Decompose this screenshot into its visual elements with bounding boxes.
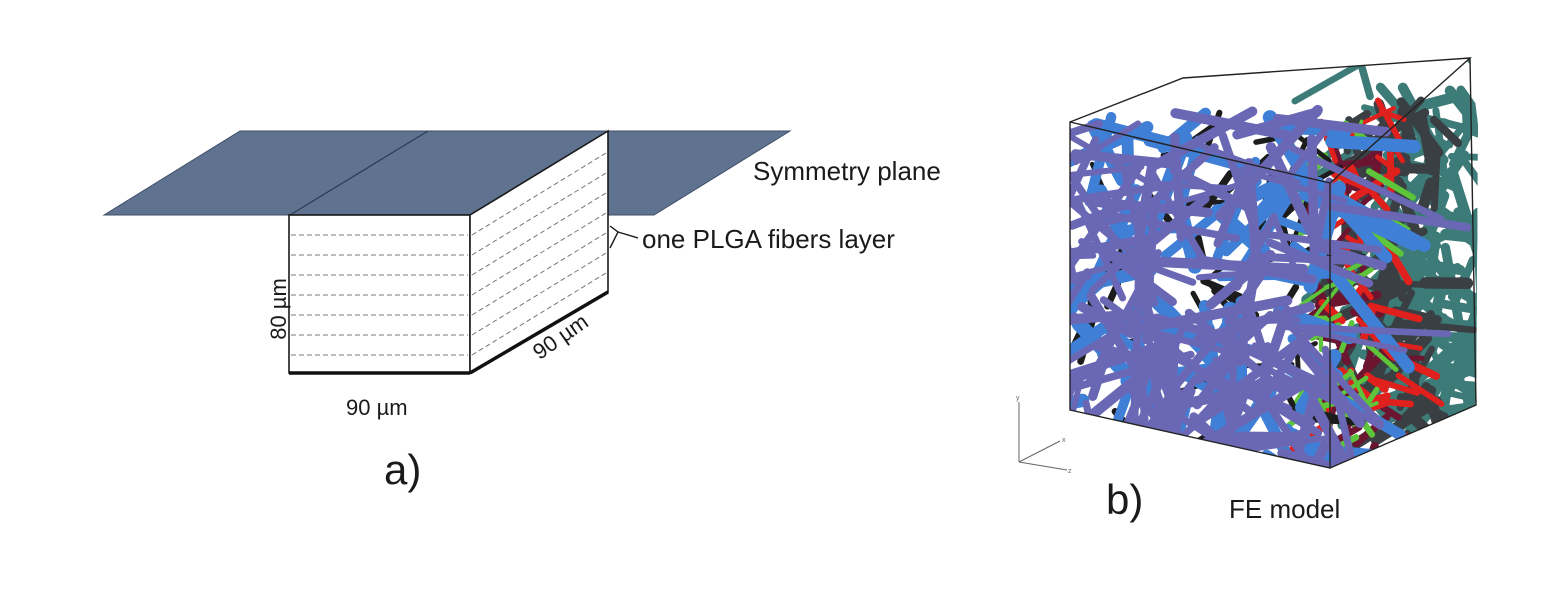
fiber-layer-label: one PLGA fibers layer bbox=[642, 224, 895, 255]
fiber bbox=[1146, 457, 1167, 569]
fiber bbox=[1168, 422, 1177, 571]
fiber bbox=[1010, 131, 1068, 245]
panel-a-label: a) bbox=[384, 446, 421, 494]
axis-z-label: z bbox=[1068, 468, 1072, 475]
fiber bbox=[1452, 394, 1492, 403]
fiber bbox=[1478, 227, 1518, 274]
fiber bbox=[1400, 438, 1427, 457]
fiber bbox=[1142, 448, 1279, 484]
fiber bbox=[1175, 137, 1181, 237]
fiber bbox=[997, 457, 1086, 535]
fiber bbox=[1408, 168, 1435, 169]
fiber bbox=[1471, 343, 1527, 366]
panel-b-label: b) bbox=[1106, 476, 1143, 524]
axis-x-label: x bbox=[1062, 437, 1066, 444]
axes-triad bbox=[1019, 402, 1067, 470]
fiber bbox=[1120, 446, 1158, 455]
fiber bbox=[983, 400, 1082, 420]
fe-model-caption: FE model bbox=[1229, 494, 1340, 525]
axis-y-label: y bbox=[1016, 395, 1020, 402]
box-front-face bbox=[289, 215, 470, 373]
fiber bbox=[1046, 314, 1132, 321]
fiber bbox=[1148, 445, 1149, 585]
fiber bbox=[1471, 60, 1520, 82]
fiber bbox=[1039, 161, 1068, 228]
fiber bbox=[1479, 213, 1483, 300]
symmetry-plane-label: Symmetry plane bbox=[753, 156, 941, 187]
fiber bbox=[1414, 418, 1467, 468]
symmetry-plane bbox=[104, 131, 790, 215]
height-dimension: 80 µm bbox=[266, 278, 292, 340]
fiber bbox=[1474, 394, 1508, 400]
layer-bracket bbox=[610, 226, 638, 248]
fiber bbox=[1031, 374, 1076, 520]
fiber bbox=[1112, 448, 1131, 471]
fiber bbox=[1001, 316, 1075, 391]
fiber bbox=[1407, 433, 1427, 448]
fiber bbox=[1360, 62, 1370, 96]
fiber bbox=[1172, 424, 1175, 506]
width-dimension: 90 µm bbox=[346, 395, 408, 421]
